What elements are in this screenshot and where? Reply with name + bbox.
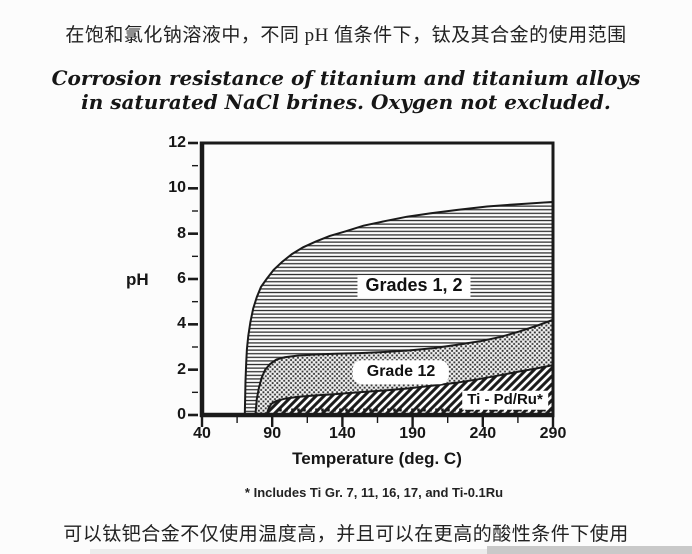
y-tick-label: 4	[177, 315, 186, 333]
figure-title: Corrosion resistance of titanium and tit…	[0, 66, 692, 114]
x-axis-label: Temperature (deg. C)	[292, 449, 462, 468]
x-tick-label: 240	[469, 425, 497, 442]
region-label-ti-pd-ru: Ti - Pd/Ru*	[462, 390, 548, 410]
chinese-caption-bottom: 可以钛钯合金不仅使用温度高，并且可以在更高的酸性条件下使用	[63, 524, 629, 545]
y-tick-label: 2	[177, 360, 186, 378]
scan-artifact-strip-faint	[90, 549, 490, 554]
scan-artifact-strip	[487, 546, 692, 554]
x-tick-label: 40	[193, 425, 211, 442]
x-tick-label: 290	[539, 425, 567, 442]
figure-footnote: * Includes Ti Gr. 7, 11, 16, 17, and Ti-…	[244, 485, 504, 500]
axis-ticks	[188, 141, 555, 427]
region-label-grades-1-2: Grades 1, 2	[357, 275, 471, 297]
x-tick-label: 140	[329, 425, 356, 442]
x-tick-label: 90	[263, 425, 282, 442]
y-tick-label: 8	[177, 224, 186, 242]
figure-title-line1: Corrosion resistance of titanium and tit…	[51, 66, 641, 90]
region-label-grade-12: Grade 12	[352, 360, 450, 384]
chinese-caption-top: 在饱和氯化钠溶液中，不同 pH 值条件下，钛及其合金的使用范围	[65, 25, 627, 46]
y-tick-label: 10	[168, 179, 186, 197]
x-tick-label: 190	[399, 425, 426, 442]
y-tick-label: 0	[177, 406, 186, 423]
figure-title-line2: in saturated NaCl brines. Oxygen not exc…	[81, 90, 611, 114]
y-tick-label: 6	[177, 270, 186, 287]
y-axis-label: pH	[126, 270, 149, 289]
y-tick-label: 12	[168, 134, 186, 151]
